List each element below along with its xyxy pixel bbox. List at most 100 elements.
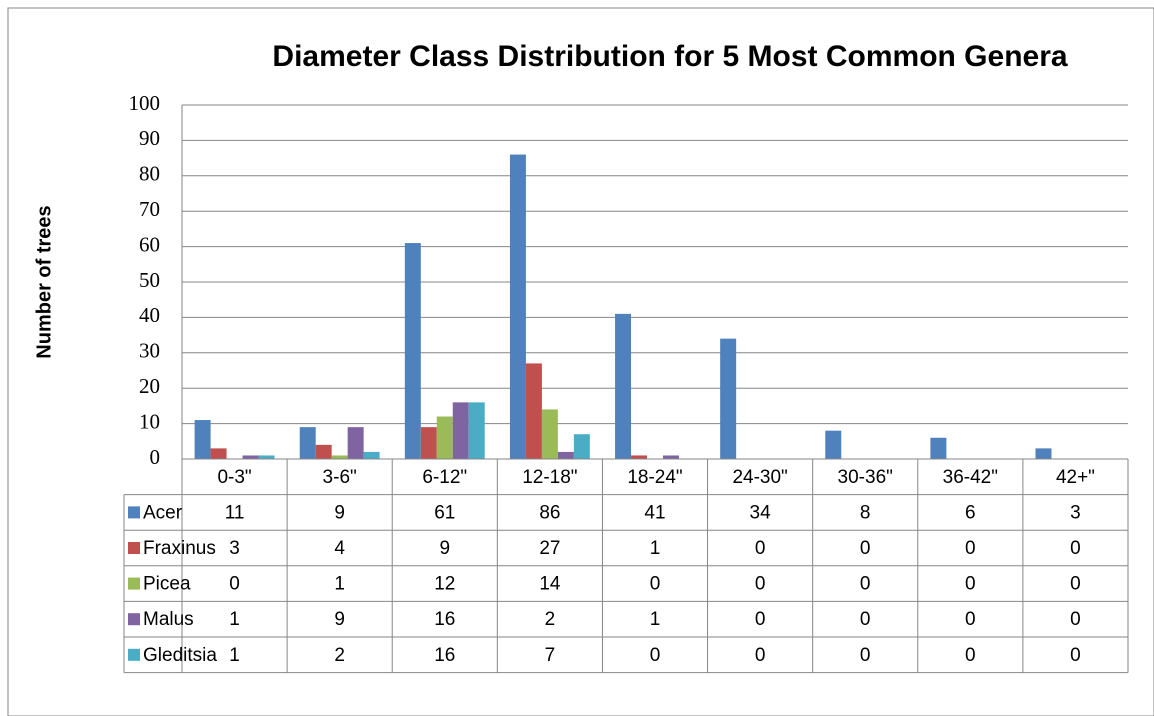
table-value: 0	[1070, 645, 1081, 666]
bar	[210, 448, 227, 459]
table-value: 14	[539, 574, 561, 595]
y-tick-label: 80	[139, 162, 160, 186]
bar	[541, 409, 558, 459]
bar	[315, 444, 332, 459]
table-value: 0	[755, 538, 766, 559]
table-value: 0	[1070, 609, 1081, 630]
table-value: 12	[434, 574, 455, 595]
x-tick-label: 18-24"	[627, 467, 682, 488]
legend-key	[128, 613, 140, 626]
x-tick-label: 12-18"	[522, 467, 577, 488]
x-tick-label: 3-6"	[323, 467, 357, 488]
x-tick-label: 24-30"	[732, 467, 787, 488]
legend-key	[128, 577, 140, 590]
table-value: 3	[229, 538, 240, 559]
table-value: 1	[229, 645, 240, 666]
table-value: 0	[860, 574, 871, 595]
table-value: 34	[750, 502, 772, 523]
legend-label: Picea	[143, 574, 191, 595]
table-value: 0	[755, 574, 766, 595]
table-value: 0	[965, 645, 976, 666]
bar	[825, 430, 842, 459]
table-value: 0	[860, 538, 871, 559]
table-value: 27	[539, 538, 560, 559]
table-value: 9	[439, 538, 450, 559]
bar	[420, 427, 437, 459]
table-value: 16	[434, 645, 455, 666]
table-value: 0	[1070, 538, 1081, 559]
bar	[573, 434, 590, 459]
table-value: 0	[860, 609, 871, 630]
table-value: 2	[545, 609, 556, 630]
bar	[930, 437, 947, 459]
chart-title: Diameter Class Distribution for 5 Most C…	[272, 40, 1067, 73]
legend-key	[128, 648, 140, 661]
x-tick-label: 42+"	[1056, 467, 1095, 488]
y-tick-label: 20	[139, 374, 160, 398]
table-value: 0	[965, 538, 976, 559]
table-value: 0	[860, 645, 871, 666]
table-value: 3	[1070, 502, 1081, 523]
y-tick-label: 0	[150, 445, 161, 469]
legend-label: Fraxinus	[143, 538, 216, 559]
legend-label: Gleditsia	[143, 645, 217, 666]
bar	[258, 455, 275, 459]
y-tick-label: 40	[139, 303, 160, 327]
bar	[404, 243, 421, 459]
table-value: 6	[965, 502, 976, 523]
legend-label: Malus	[143, 609, 194, 630]
table-value: 0	[229, 574, 240, 595]
legend-key	[128, 506, 140, 519]
bar	[509, 154, 526, 459]
table-value: 0	[1070, 574, 1081, 595]
x-tick-label: 0-3"	[217, 467, 251, 488]
bar	[299, 427, 316, 459]
bar	[525, 363, 542, 459]
bar	[331, 455, 348, 459]
table-value: 0	[755, 609, 766, 630]
chart-border	[7, 7, 1154, 716]
table-value: 1	[334, 574, 345, 595]
table-value: 0	[650, 574, 661, 595]
table-value: 9	[334, 609, 345, 630]
bar	[557, 451, 574, 459]
y-tick-label: 30	[139, 339, 160, 363]
y-tick-label: 50	[139, 268, 160, 292]
bar	[194, 420, 211, 459]
table-value: 61	[434, 502, 455, 523]
y-tick-label: 70	[139, 197, 160, 221]
bar	[436, 416, 453, 459]
bar	[242, 455, 259, 459]
table-value: 41	[644, 502, 665, 523]
table-value: 2	[334, 645, 345, 666]
table-value: 0	[755, 645, 766, 666]
table-value: 0	[965, 574, 976, 595]
x-tick-label: 6-12"	[422, 467, 467, 488]
table-value: 4	[334, 538, 345, 559]
bar	[615, 313, 632, 459]
table-value: 16	[434, 609, 455, 630]
bar	[452, 402, 469, 459]
y-tick-label: 90	[139, 126, 160, 150]
table-value: 11	[225, 502, 245, 523]
y-axis-label: Number of trees	[33, 205, 55, 358]
x-tick-label: 30-36"	[838, 467, 893, 488]
bar	[468, 402, 485, 459]
x-tick-label: 36-42"	[943, 467, 998, 488]
bar	[1035, 448, 1052, 459]
y-tick-label: 60	[139, 232, 160, 256]
legend-key	[128, 542, 140, 554]
legend-label: Acer	[143, 502, 183, 523]
table-value: 86	[539, 502, 560, 523]
table-value: 8	[860, 502, 871, 523]
bar	[720, 338, 737, 459]
table-value: 0	[965, 609, 976, 630]
table-value: 1	[229, 609, 240, 630]
table-value: 9	[334, 502, 345, 523]
bar	[662, 455, 679, 459]
table-value: 7	[545, 645, 556, 666]
y-tick-label: 10	[139, 409, 160, 433]
table-value: 1	[650, 609, 661, 630]
table-value: 0	[650, 645, 661, 666]
